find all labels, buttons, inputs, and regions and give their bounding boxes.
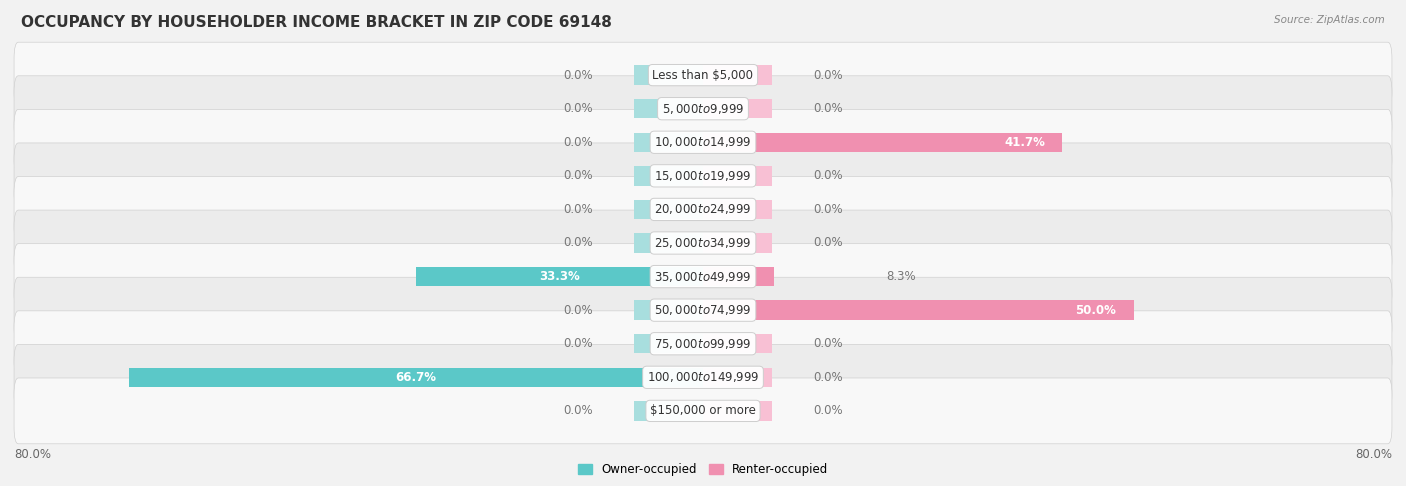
Text: 0.0%: 0.0% <box>564 136 593 149</box>
Text: 0.0%: 0.0% <box>564 203 593 216</box>
Bar <box>703 99 772 119</box>
Bar <box>634 99 703 119</box>
Text: Less than $5,000: Less than $5,000 <box>652 69 754 82</box>
Bar <box>634 133 703 152</box>
Bar <box>703 233 772 253</box>
Bar <box>703 133 772 152</box>
Bar <box>634 300 703 320</box>
Bar <box>703 334 772 353</box>
Bar <box>703 401 772 420</box>
FancyBboxPatch shape <box>14 176 1392 243</box>
Bar <box>634 200 703 219</box>
Text: 0.0%: 0.0% <box>564 169 593 182</box>
FancyBboxPatch shape <box>14 378 1392 444</box>
Text: 80.0%: 80.0% <box>1355 448 1392 461</box>
FancyBboxPatch shape <box>14 109 1392 175</box>
FancyBboxPatch shape <box>14 345 1392 410</box>
Text: $5,000 to $9,999: $5,000 to $9,999 <box>662 102 744 116</box>
Bar <box>703 267 775 286</box>
Bar <box>703 166 772 186</box>
Text: 0.0%: 0.0% <box>813 337 842 350</box>
Text: $150,000 or more: $150,000 or more <box>650 404 756 417</box>
Bar <box>703 367 772 387</box>
Bar <box>634 66 703 85</box>
Text: $35,000 to $49,999: $35,000 to $49,999 <box>654 270 752 283</box>
Text: 0.0%: 0.0% <box>564 237 593 249</box>
Text: $10,000 to $14,999: $10,000 to $14,999 <box>654 135 752 149</box>
Text: 33.3%: 33.3% <box>540 270 581 283</box>
Text: 8.3%: 8.3% <box>886 270 917 283</box>
Bar <box>634 233 703 253</box>
Text: 0.0%: 0.0% <box>813 237 842 249</box>
FancyBboxPatch shape <box>14 243 1392 310</box>
Text: $50,000 to $74,999: $50,000 to $74,999 <box>654 303 752 317</box>
Bar <box>703 300 772 320</box>
FancyBboxPatch shape <box>14 76 1392 141</box>
Bar <box>703 66 772 85</box>
Text: $15,000 to $19,999: $15,000 to $19,999 <box>654 169 752 183</box>
Text: 0.0%: 0.0% <box>813 102 842 115</box>
FancyBboxPatch shape <box>14 42 1392 108</box>
Text: 66.7%: 66.7% <box>395 371 436 384</box>
Text: 0.0%: 0.0% <box>813 371 842 384</box>
Text: 0.0%: 0.0% <box>813 404 842 417</box>
Bar <box>128 367 703 387</box>
Text: Source: ZipAtlas.com: Source: ZipAtlas.com <box>1274 15 1385 25</box>
Bar <box>703 200 772 219</box>
Bar <box>416 267 703 286</box>
Text: $100,000 to $149,999: $100,000 to $149,999 <box>647 370 759 384</box>
Text: 0.0%: 0.0% <box>564 304 593 317</box>
Text: 50.0%: 50.0% <box>1076 304 1116 317</box>
FancyBboxPatch shape <box>14 311 1392 377</box>
Text: 0.0%: 0.0% <box>813 203 842 216</box>
FancyBboxPatch shape <box>14 143 1392 209</box>
Text: 0.0%: 0.0% <box>813 169 842 182</box>
Bar <box>634 401 703 420</box>
Text: $20,000 to $24,999: $20,000 to $24,999 <box>654 203 752 216</box>
Text: 0.0%: 0.0% <box>564 337 593 350</box>
Bar <box>703 300 1133 320</box>
Text: 0.0%: 0.0% <box>564 69 593 82</box>
Bar <box>634 367 703 387</box>
Text: 0.0%: 0.0% <box>564 102 593 115</box>
Text: 0.0%: 0.0% <box>564 404 593 417</box>
Bar <box>703 133 1062 152</box>
Text: $75,000 to $99,999: $75,000 to $99,999 <box>654 337 752 351</box>
Bar <box>703 267 772 286</box>
Bar <box>634 166 703 186</box>
Text: $25,000 to $34,999: $25,000 to $34,999 <box>654 236 752 250</box>
Text: OCCUPANCY BY HOUSEHOLDER INCOME BRACKET IN ZIP CODE 69148: OCCUPANCY BY HOUSEHOLDER INCOME BRACKET … <box>21 15 612 30</box>
FancyBboxPatch shape <box>14 210 1392 276</box>
Text: 41.7%: 41.7% <box>1004 136 1045 149</box>
Bar <box>634 334 703 353</box>
Bar <box>634 267 703 286</box>
Text: 80.0%: 80.0% <box>14 448 51 461</box>
Text: 0.0%: 0.0% <box>813 69 842 82</box>
FancyBboxPatch shape <box>14 277 1392 343</box>
Legend: Owner-occupied, Renter-occupied: Owner-occupied, Renter-occupied <box>572 458 834 481</box>
